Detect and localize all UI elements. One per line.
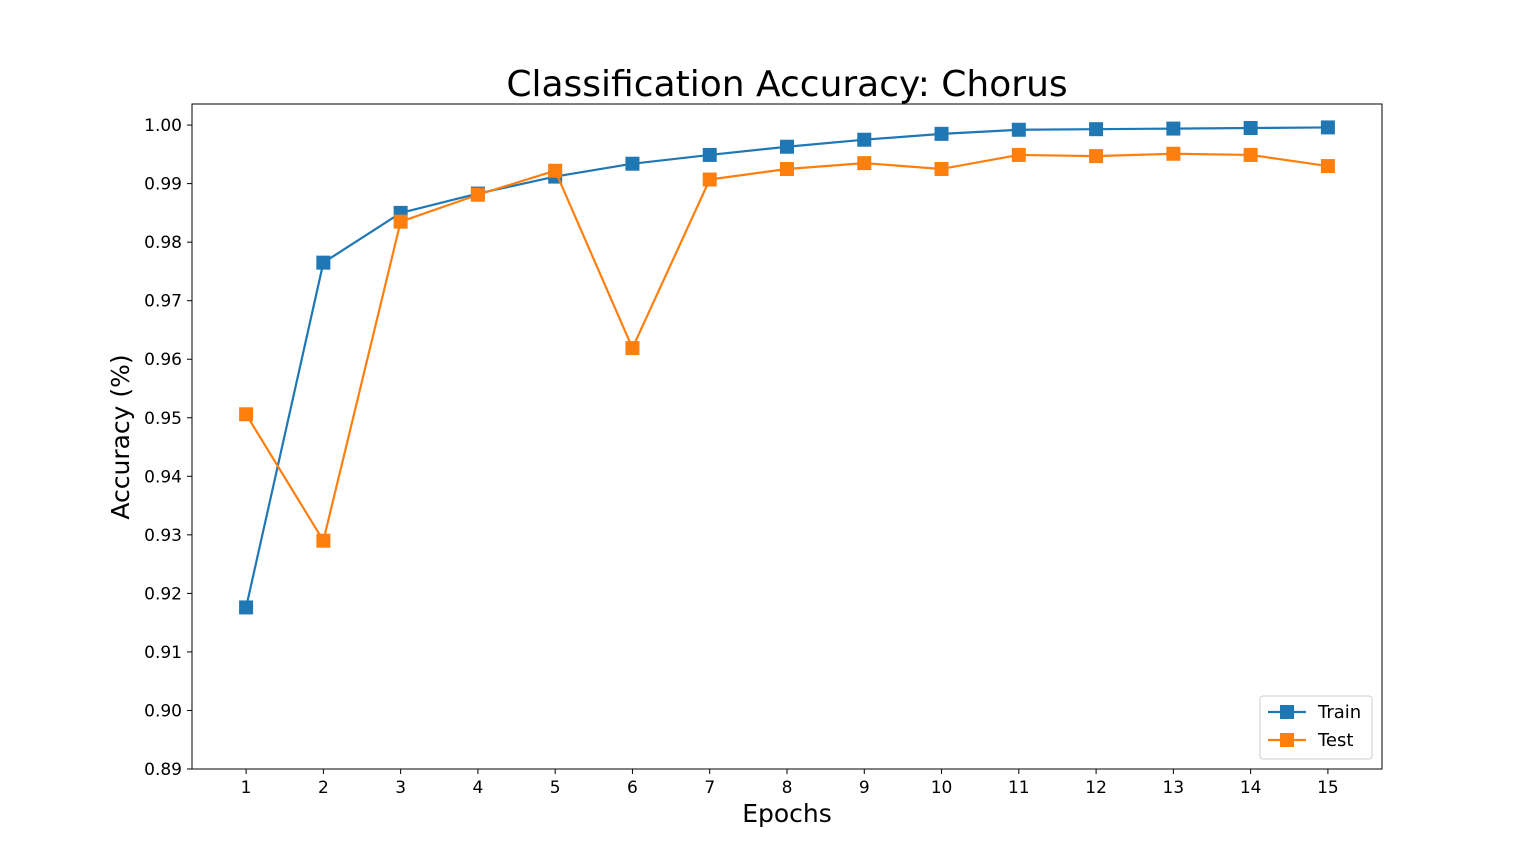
y-tick-label: 0.94 (144, 467, 182, 487)
data-point-test (625, 341, 640, 356)
data-point-train (625, 156, 640, 171)
data-point-test (548, 163, 563, 178)
data-point-train (239, 600, 254, 615)
data-point-train (1243, 121, 1258, 136)
x-tick-label: 14 (1240, 778, 1262, 798)
data-point-train (1166, 121, 1181, 136)
y-tick-label: 0.89 (144, 760, 182, 780)
y-tick-label: 0.91 (144, 643, 182, 663)
data-point-test (702, 172, 717, 187)
data-point-test (780, 161, 794, 176)
x-tick-label: 1 (241, 778, 252, 798)
y-tick-label: 0.95 (144, 409, 182, 429)
x-tick-label: 4 (472, 778, 483, 798)
data-point-test (470, 187, 485, 202)
legend-label-train: Train (1317, 702, 1361, 723)
y-tick-label: 0.96 (144, 350, 182, 370)
data-point-test (1089, 149, 1104, 164)
x-tick-label: 13 (1163, 778, 1185, 798)
x-tick-label: 11 (1008, 778, 1030, 798)
data-point-train (780, 139, 794, 154)
plot-frame (191, 103, 1383, 770)
plot-area: 0.89 0.90 0.91 0.92 0.93 0.94 0.95 0.96 0.97 0.98… (144, 103, 1383, 798)
x-tick-label: 12 (1085, 778, 1107, 798)
x-tick-label: 7 (704, 778, 715, 798)
x-tick-label: 10 (931, 778, 953, 798)
data-point-train (857, 132, 872, 147)
data-point-train (316, 255, 331, 270)
data-point-test (1011, 147, 1026, 162)
y-tick-label: 0.97 (144, 292, 182, 312)
x-tick-label: 2 (318, 778, 329, 798)
data-point-test (857, 156, 872, 171)
legend-label-test: Test (1317, 730, 1353, 751)
y-tick-label: 0.92 (144, 584, 182, 604)
y-tick-label: 0.98 (144, 233, 182, 253)
legend-marker-train (1280, 705, 1294, 719)
x-tick-label: 15 (1317, 778, 1339, 798)
series-line-train (245, 126, 1328, 608)
data-point-test (239, 407, 254, 422)
data-point-test (393, 214, 408, 229)
y-tick-label: 0.99 (144, 175, 182, 195)
data-point-train (934, 126, 949, 141)
y-tick-label: 1.00 (144, 116, 182, 136)
x-tick-label: 8 (782, 778, 793, 798)
data-point-test (316, 533, 331, 548)
data-point-train (702, 147, 717, 162)
x-tick-label: 5 (550, 778, 561, 798)
x-tick-label: 6 (627, 778, 638, 798)
data-point-test (1166, 146, 1181, 161)
x-tick-label: 3 (395, 778, 406, 798)
y-axis-label: Accuracy (%) (106, 354, 135, 519)
y-tick-label: 0.90 (144, 701, 182, 721)
x-tick-label: 9 (859, 778, 870, 798)
y-tick-label: 0.93 (144, 526, 182, 546)
legend-marker-test (1280, 733, 1294, 747)
data-point-test (1243, 147, 1258, 162)
x-axis-label: Epochs (742, 799, 832, 828)
data-point-test (934, 161, 949, 176)
data-point-train (1089, 122, 1104, 137)
data-point-test (1320, 159, 1335, 174)
data-point-train (1011, 122, 1026, 137)
data-point-train (1320, 120, 1335, 135)
chart-title: Classification Accuracy: Chorus (506, 64, 1067, 105)
